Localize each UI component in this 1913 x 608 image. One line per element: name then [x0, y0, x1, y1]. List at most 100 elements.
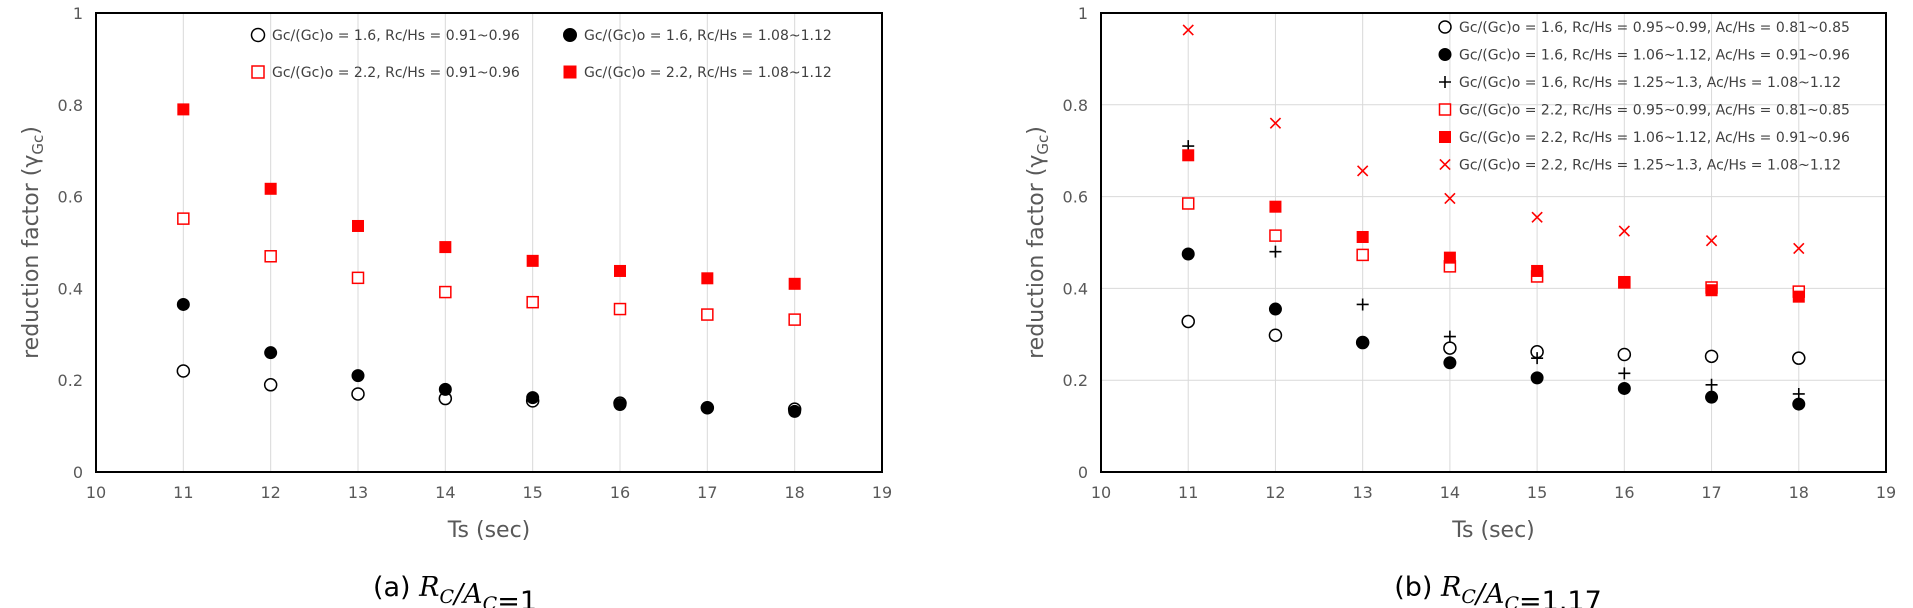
data-point: [439, 285, 452, 299]
data-point: [1443, 341, 1457, 355]
data-point: [613, 398, 627, 412]
legend-item: Gc/(Gc)o = 2.2, Rc/Hs = 0.91~0.96: [251, 65, 520, 81]
data-point: [526, 391, 540, 405]
x-axis-label: Ts (sec): [1451, 518, 1535, 543]
data-point: [1792, 387, 1805, 400]
series-3: [177, 212, 801, 326]
data-point: [1356, 230, 1369, 243]
data-point: [176, 297, 190, 311]
x-axis-label: Ts (sec): [447, 518, 531, 543]
data-point: [1705, 390, 1719, 404]
data-point: [351, 387, 365, 401]
x-tick-label: 15: [522, 483, 542, 502]
plot-area: [95, 12, 883, 473]
legend-label: Gc/(Gc)o = 2.2, Rc/Hs = 1.08~1.12: [584, 65, 832, 81]
data-point: [1443, 356, 1457, 370]
data-point: [1793, 242, 1805, 255]
data-point: [1269, 117, 1282, 129]
data-point: [1268, 328, 1283, 342]
x-tick-label: 15: [1527, 483, 1547, 502]
legend: Gc/(Gc)o = 1.6, Rc/Hs = 0.91~0.96 Gc/(Gc)…: [250, 27, 832, 81]
data-point: [1356, 248, 1369, 262]
caption: (b) RC/AC=1.17: [1394, 572, 1602, 608]
data-point: [1269, 200, 1282, 213]
chart-b: 10 11 12 13 14 15 16 17 18 19 0 0.2 0.4 0.6 0.8 1 Ts (se…: [1024, 4, 1896, 608]
y-tick-label: 0: [73, 463, 83, 482]
legend-label: Gc/(Gc)o = 1.6, Rc/Hs = 1.25~1.3, Ac/Hs …: [1459, 75, 1841, 91]
data-point: [1618, 367, 1631, 380]
x-tick-label: 17: [1701, 483, 1721, 502]
data-point: [263, 378, 278, 392]
data-point: [1269, 245, 1282, 258]
legend-marker: [250, 27, 266, 43]
data-point: [1356, 298, 1369, 311]
data-point: [788, 313, 801, 326]
legend-label: Gc/(Gc)o = 2.2, Rc/Hs = 1.06~1.12, Ac/Hs…: [1459, 130, 1850, 146]
data-point: [264, 250, 277, 263]
data-point: [176, 364, 191, 378]
data-point: [351, 271, 365, 285]
legend-marker: [563, 28, 577, 42]
data-point: [1182, 149, 1195, 162]
legend-label: Gc/(Gc)o = 2.2, Rc/Hs = 0.95~0.99, Ac/Hs…: [1459, 103, 1850, 119]
x-tick-label: 16: [1614, 483, 1634, 502]
data-point: [177, 212, 190, 225]
data-point: [1181, 247, 1195, 261]
x-tick-label: 12: [260, 483, 280, 502]
legend-item: Gc/(Gc)o = 1.6, Rc/Hs = 0.91~0.96: [250, 27, 520, 44]
plot-area: [1100, 12, 1887, 473]
data-point: [177, 103, 190, 116]
legend-marker: [1439, 131, 1451, 143]
legend-item: Gc/(Gc)o = 2.2, Rc/Hs = 0.95~0.99, Ac/Hs…: [1438, 103, 1850, 119]
y-axis-label: reduction factor (γGc): [19, 126, 47, 359]
x-tick-label: 10: [86, 483, 106, 502]
x-tick-label: 11: [173, 483, 193, 502]
y-tick-label: 0.4: [1063, 279, 1088, 298]
x-tick-label: 19: [872, 483, 892, 502]
legend-marker: [1439, 76, 1451, 88]
legend-marker: [251, 65, 265, 79]
data-point: [1705, 378, 1718, 391]
series-2: [1181, 247, 1806, 411]
legend: Gc/(Gc)o = 1.6, Rc/Hs = 0.95~0.99, Ac/Hs…: [1438, 20, 1850, 174]
y-tick-label: 0.6: [1063, 188, 1088, 207]
legend-item: Gc/(Gc)o = 1.6, Rc/Hs = 1.08~1.12: [563, 28, 832, 44]
data-point: [1443, 251, 1456, 264]
data-point: [1617, 347, 1632, 362]
chart-a: 10 11 12 13 14 15 16 17 18 19 0 0.2 0.4 0.6 0.8 1 Ts (se…: [19, 4, 892, 608]
data-point: [1181, 197, 1195, 210]
legend-item: Gc/(Gc)o = 2.2, Rc/Hs = 1.08~1.12: [563, 65, 832, 81]
x-tick-label: 10: [1091, 483, 1111, 502]
data-point: [701, 272, 714, 285]
x-tick-label: 18: [1789, 483, 1809, 502]
data-point: [1705, 234, 1718, 247]
y-tick-label: 1: [73, 4, 83, 23]
legend-marker: [1438, 48, 1452, 61]
y-tick-label: 0.4: [58, 279, 83, 298]
legend-marker: [1438, 20, 1452, 34]
series-2: [176, 297, 802, 418]
caption: (a) RC/AC=1: [373, 572, 537, 608]
x-tick-label: 13: [348, 483, 368, 502]
legend-label: Gc/(Gc)o = 2.2, Rc/Hs = 1.25~1.3, Ac/Hs …: [1459, 158, 1841, 174]
data-point: [1356, 336, 1370, 350]
series-4: [177, 103, 801, 290]
y-tick-label: 0: [1078, 463, 1088, 482]
data-point: [1792, 290, 1805, 303]
x-tick-label: 18: [784, 483, 804, 502]
data-point: [1530, 371, 1544, 385]
data-point: [1618, 275, 1631, 288]
y-axis-label: reduction factor (γGc): [1024, 126, 1052, 359]
data-point: [264, 346, 278, 360]
legend-item: Gc/(Gc)o = 2.2, Rc/Hs = 1.25~1.3, Ac/Hs …: [1439, 158, 1841, 174]
legend-item: Gc/(Gc)o = 1.6, Rc/Hs = 0.95~0.99, Ac/Hs…: [1438, 20, 1850, 36]
data-point: [438, 382, 452, 396]
x-tick-label: 12: [1265, 483, 1285, 502]
y-tick-label: 0.2: [1063, 371, 1088, 390]
data-point: [613, 302, 627, 316]
y-tick-label: 0.8: [58, 96, 83, 115]
data-point: [1792, 351, 1806, 365]
data-point: [1617, 381, 1631, 395]
y-tick-label: 0.2: [58, 371, 83, 390]
